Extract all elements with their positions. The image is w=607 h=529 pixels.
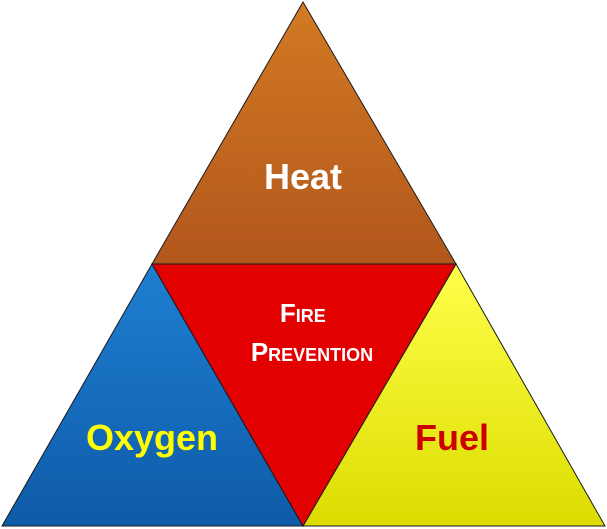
fire-prevention-line2: Prevention [251, 337, 373, 367]
fire-prevention-triangle [151, 263, 457, 527]
oxygen-label: Oxygen [86, 417, 218, 458]
fire-prevention-line1: Fire [280, 298, 326, 328]
fire-prevention-label: Fire Prevention [251, 298, 373, 367]
heat-label: Heat [264, 156, 342, 197]
fuel-label: Fuel [415, 417, 489, 458]
heat-triangle [151, 1, 457, 265]
